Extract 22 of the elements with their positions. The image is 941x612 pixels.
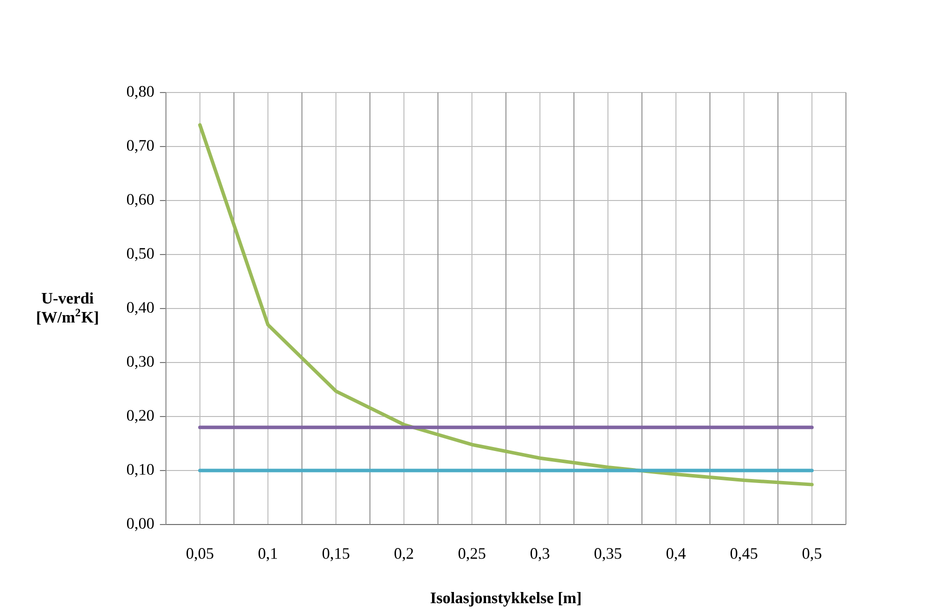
x-tick-label: 0,1	[258, 548, 277, 562]
y-tick-label: 0,00	[127, 518, 154, 532]
y-tick-label: 0,70	[127, 140, 154, 154]
x-tick-label: 0,05	[186, 548, 214, 562]
y-tick-label: 0,50	[127, 248, 154, 262]
x-axis-title: Isolasjonstykkelse [m]	[430, 592, 581, 607]
x-tick-label: 0,5	[802, 548, 822, 562]
line-series	[198, 123, 814, 486]
y-tick-label: 0,40	[127, 302, 154, 316]
x-tick-label: 0,2	[394, 548, 414, 562]
y-tick-label: 0,10	[127, 464, 154, 478]
x-tick-label: 0,4	[666, 548, 686, 562]
y-tick-label: 0,20	[127, 410, 154, 424]
y-tick-label: 0,60	[127, 194, 154, 208]
x-tick-label: 0,15	[322, 548, 350, 562]
x-tick-label: 0,35	[594, 548, 622, 562]
x-tick-label: 0,25	[458, 548, 486, 562]
x-tick-label: 0,3	[530, 548, 550, 562]
x-tick-label: 0,45	[730, 548, 758, 562]
y-tick-label: 0,30	[127, 356, 154, 370]
y-tick-label: 0,80	[127, 86, 154, 100]
y-axis-title: U-verdi [W/m$^{2}$K]	[37, 292, 98, 325]
